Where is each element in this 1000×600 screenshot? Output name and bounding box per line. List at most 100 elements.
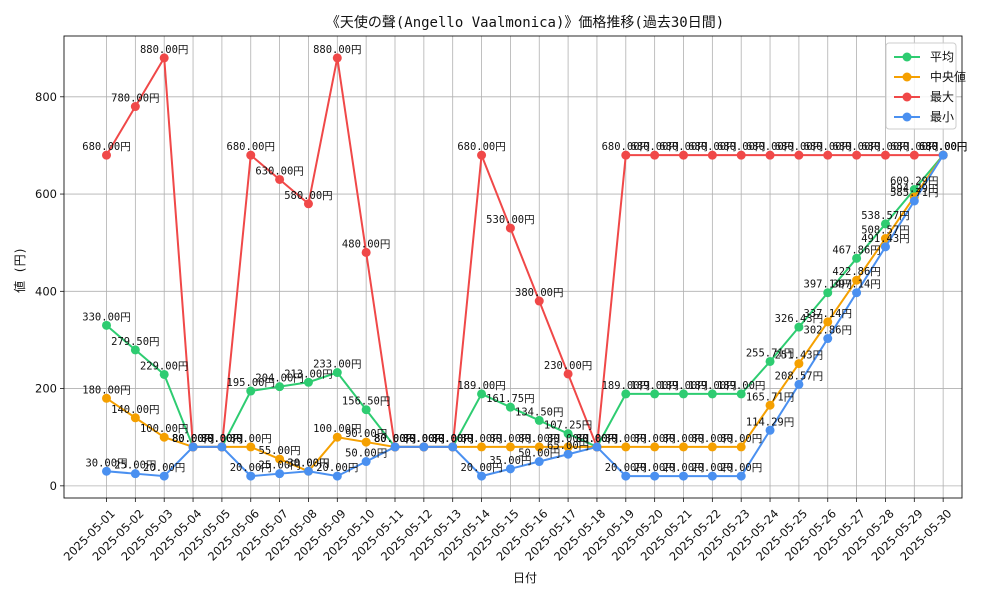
data-point [765,150,775,160]
data-label: 251.43円 [775,350,823,362]
data-label: 80.00円 [576,433,618,445]
data-point [361,457,371,467]
data-point [275,382,285,392]
data-label: 337.14円 [804,308,852,320]
data-point [246,471,256,481]
data-point [679,442,688,452]
data-label: 880.00円 [140,44,188,56]
data-point [130,469,140,479]
data-label: 397.14円 [804,279,852,291]
legend-marker [902,92,912,102]
data-label: 180.00円 [82,384,130,396]
data-point [707,442,717,452]
y-tick-label: 600 [35,187,57,201]
data-label: 680.00円 [919,141,967,153]
data-label: 80.00円 [489,433,531,445]
data-point [534,442,544,452]
data-point [880,242,890,252]
data-label: 229.00円 [140,360,188,372]
data-label: 20.00円 [691,462,733,474]
data-point [246,442,256,452]
data-point [102,150,111,160]
data-label: 630.00円 [255,165,303,177]
data-label: 204.00円 [255,373,303,385]
data-label: 161.75円 [486,393,534,405]
data-label: 80.00円 [432,433,474,445]
data-point [563,449,573,459]
data-label: 195.00円 [227,377,275,389]
data-point [217,442,227,452]
data-label: 55.00円 [259,445,301,457]
data-point [621,150,631,160]
data-label: 90.00円 [345,428,387,440]
data-label: 189.00円 [457,380,505,392]
data-point [332,368,342,378]
series-line [105,154,944,449]
data-label: 680.00円 [688,141,736,153]
data-label: 80.00円 [634,433,676,445]
data-label: 50.00円 [345,448,387,460]
data-point [650,442,660,452]
data-point [909,196,919,206]
data-point [621,389,631,399]
data-label: 80.00円 [172,433,214,445]
data-point [563,369,573,379]
data-label: 189.00円 [688,380,736,392]
data-label: 25.00円 [259,460,301,472]
plot-frame [63,35,963,499]
data-label: 80.00円 [201,433,243,445]
data-label: 230.00円 [544,360,592,372]
series-line [105,154,944,473]
legend-label: 中央値 [930,69,966,84]
data-point [275,174,285,184]
data-point [765,356,775,366]
data-point [852,288,862,298]
data-label: 538.57円 [861,210,909,222]
data-point [505,223,515,233]
data-label: 30.00円 [85,457,127,469]
data-point [650,389,660,399]
data-point [332,432,342,442]
data-point [736,389,746,399]
data-label: 580.00円 [284,190,332,202]
data-label: 208.57円 [775,370,823,382]
data-label: 680.00円 [457,141,505,153]
data-label: 80.00円 [374,433,416,445]
data-label: 30.00円 [287,457,329,469]
data-point [534,457,544,467]
data-point [130,413,140,423]
data-label: 530.00円 [486,214,534,226]
data-label: 20.00円 [634,462,676,474]
data-point [765,425,775,435]
data-label: 680.00円 [804,141,852,153]
data-label: 165.71円 [746,391,794,403]
data-point [823,288,833,298]
data-label: 80.00円 [432,433,474,445]
data-label: 80.00円 [172,433,214,445]
x-axis-label: 日付 [513,571,537,585]
data-label: 80.00円 [201,433,243,445]
data-label: 680.00円 [775,141,823,153]
data-label: 80.00円 [172,433,214,445]
data-label: 140.00円 [111,404,159,416]
data-label: 20.00円 [230,462,272,474]
data-label: 80.00円 [518,433,560,445]
data-label: 80.00円 [403,433,445,445]
data-point [159,53,169,63]
data-label: 680.00円 [890,141,938,153]
data-label: 680.00円 [227,141,275,153]
data-point [679,389,688,399]
data-point [794,322,804,332]
data-label: 80.00円 [403,433,445,445]
data-label: 30.00円 [287,457,329,469]
data-label: 80.00円 [172,433,214,445]
data-label: 480.00円 [342,238,390,250]
data-point [621,471,631,481]
data-point [707,471,717,481]
data-label: 80.00円 [576,433,618,445]
data-point [880,234,890,244]
y-tick-label: 400 [35,284,57,298]
data-label: 467.86円 [832,244,880,256]
legend-label: 平均 [930,50,954,64]
